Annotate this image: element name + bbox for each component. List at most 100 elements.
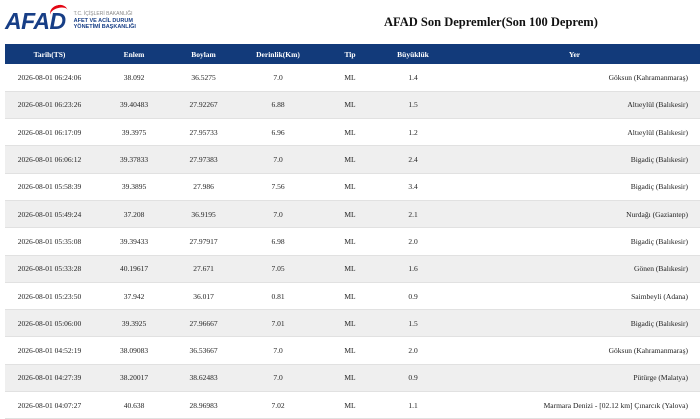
cell-location: Marmara Denizi - [02.12 km] Çınarcık (Ya…: [543, 400, 688, 410]
cell-type: ML: [344, 264, 356, 274]
cell-depth: 7.0: [273, 373, 283, 383]
table-row[interactable]: 2026-08-01 06:06:12 39.37833 27.97383 7.0 ML…: [5, 145, 700, 174]
cell-latitude: 39.37833: [119, 155, 149, 165]
cell-longitude: 27.986: [193, 182, 214, 192]
cell-magnitude: 1.6: [408, 264, 418, 274]
cell-longitude: 28.96983: [189, 400, 218, 410]
cell-location: Göksun (Kahramanmaraş): [608, 72, 688, 82]
column-header-latitude[interactable]: Enlem: [123, 49, 145, 59]
cell-type: ML: [344, 291, 356, 301]
cell-magnitude: 1.2: [408, 127, 418, 137]
afad-logo[interactable]: AFAD T.C. İÇİŞLERİ BAKANLIĞI AFET VE ACİ…: [5, 2, 136, 35]
cell-type: ML: [344, 318, 356, 328]
cell-latitude: 39.3895: [121, 182, 147, 192]
cell-magnitude: 2.1: [408, 209, 418, 219]
cell-longitude: 36.017: [193, 291, 214, 301]
cell-longitude: 27.97917: [189, 236, 218, 246]
cell-type: ML: [344, 127, 356, 137]
cell-type: ML: [344, 72, 356, 82]
cell-depth: 7.02: [271, 400, 285, 410]
cell-longitude: 38.62483: [189, 373, 218, 383]
cell-location: Gönen (Balıkesir): [634, 264, 688, 274]
cell-longitude: 27.95733: [189, 127, 218, 137]
cell-longitude: 36.53667: [189, 346, 218, 356]
cell-magnitude: 1.4: [408, 72, 418, 82]
cell-depth: 7.05: [271, 264, 285, 274]
column-header-depth[interactable]: Derinlik(Km): [256, 49, 300, 59]
cell-date: 2026-08-01 05:49:24: [17, 209, 82, 219]
table-row[interactable]: 2026-08-01 06:24:06 38.092 36.5275 7.0 ML 1.4…: [5, 64, 700, 92]
column-header-longitude[interactable]: Boylam: [191, 49, 216, 59]
cell-latitude: 38.092: [123, 72, 145, 82]
page-header: AFAD T.C. İÇİŞLERİ BAKANLIĞI AFET VE ACİ…: [0, 0, 700, 44]
page-title: AFAD Son Depremler(Son 100 Deprem): [384, 15, 598, 29]
cell-date: 2026-08-01 04:27:39: [17, 373, 82, 383]
logo-subtitle: T.C. İÇİŞLERİ BAKANLIĞI AFET VE ACİL DUR…: [74, 11, 136, 31]
table-row[interactable]: 2026-08-01 05:23:50 37.942 36.017 0.81 ML 0.9…: [5, 282, 700, 310]
cell-magnitude: 2.0: [408, 346, 418, 356]
column-header-type[interactable]: Tip: [344, 49, 356, 59]
cell-depth: 7.0: [273, 209, 283, 219]
cell-depth: 7.0: [273, 346, 283, 356]
cell-latitude: 39.40483: [119, 100, 149, 110]
table-row[interactable]: 2026-08-01 05:49:24 37.208 36.9195 7.0 ML 2.1…: [5, 200, 700, 228]
cell-type: ML: [344, 182, 356, 192]
table-row[interactable]: 2026-08-01 05:33:28 40.19617 27.671 7.05 ML 1…: [5, 255, 700, 283]
cell-date: 2026-08-01 06:17:09: [17, 127, 82, 137]
table-row[interactable]: 2026-08-01 04:52:19 38.09083 36.53667 7.0 ML…: [5, 337, 700, 365]
cell-type: ML: [344, 346, 356, 356]
cell-location: Göksun (Kahramanmaraş): [608, 346, 688, 356]
cell-date: 2026-08-01 05:23:50: [17, 291, 82, 301]
cell-magnitude: 1.5: [408, 318, 418, 328]
table-row[interactable]: 2026-08-01 06:23:26 39.40483 27.92267 6.88 M…: [5, 91, 700, 119]
cell-magnitude: 0.9: [408, 373, 418, 383]
cell-depth: 7.01: [271, 318, 285, 328]
cell-latitude: 39.3975: [121, 127, 147, 137]
cell-magnitude: 3.4: [408, 182, 418, 192]
cell-date: 2026-08-01 06:06:12: [17, 155, 82, 165]
column-header-magnitude[interactable]: Büyüklük: [397, 49, 429, 59]
cell-date: 2026-08-01 04:07:27: [17, 400, 82, 410]
cell-type: ML: [344, 155, 356, 165]
cell-date: 2026-08-01 05:35:08: [17, 236, 82, 246]
column-header-date[interactable]: Tarih(TS): [33, 49, 66, 59]
table-row[interactable]: 2026-08-01 05:58:39 39.3895 27.986 7.56 ML 3.…: [5, 173, 700, 201]
cell-type: ML: [344, 236, 356, 246]
cell-latitude: 37.942: [123, 291, 145, 301]
column-header-location[interactable]: Yer: [568, 49, 581, 59]
logo-wordmark: AFAD: [5, 7, 66, 34]
cell-location: Bigadiç (Balıkesir): [630, 236, 688, 246]
cell-location: Bigadiç (Balıkesir): [630, 155, 688, 165]
cell-longitude: 36.5275: [191, 72, 216, 82]
cell-latitude: 39.3925: [121, 318, 147, 328]
cell-longitude: 27.96667: [189, 318, 218, 328]
table-body: 2026-08-01 06:24:06 38.092 36.5275 7.0 ML 1.4…: [5, 64, 700, 419]
table-row[interactable]: 2026-08-01 04:27:39 38.20017 38.62483 7.0 ML…: [5, 364, 700, 392]
logo-ministry: T.C. İÇİŞLERİ BAKANLIĞI: [73, 11, 133, 18]
earthquake-table: Tarih(TS) Enlem Boylam Derinlik(Km) Tip …: [5, 44, 700, 419]
cell-date: 2026-08-01 06:24:06: [17, 72, 82, 82]
cell-depth: 7.0: [273, 155, 283, 165]
cell-latitude: 39.39433: [119, 236, 149, 246]
table-row[interactable]: 2026-08-01 04:07:27 40.638 28.96983 7.02 ML 1…: [5, 392, 700, 419]
cell-type: ML: [344, 209, 356, 219]
cell-magnitude: 2.4: [408, 155, 418, 165]
cell-location: Bigadiç (Balıkesir): [630, 318, 688, 328]
cell-date: 2026-08-01 06:23:26: [17, 100, 82, 110]
cell-longitude: 27.97383: [189, 155, 218, 165]
table-header-row: Tarih(TS) Enlem Boylam Derinlik(Km) Tip …: [5, 44, 700, 64]
cell-latitude: 40.19617: [119, 264, 149, 274]
cell-latitude: 40.638: [123, 400, 145, 410]
cell-depth: 7.56: [271, 182, 285, 192]
cell-latitude: 38.20017: [119, 373, 149, 383]
table-row[interactable]: 2026-08-01 05:06:00 39.3925 27.96667 7.01 ML…: [5, 309, 700, 337]
logo-swoosh-icon: [48, 2, 70, 23]
cell-location: Bigadiç (Balıkesir): [630, 182, 688, 192]
table-row[interactable]: 2026-08-01 05:35:08 39.39433 27.97917 6.98 M…: [5, 228, 700, 256]
table-row[interactable]: 2026-08-01 06:17:09 39.3975 27.95733 6.96 ML…: [5, 119, 700, 146]
cell-type: ML: [344, 400, 356, 410]
cell-longitude: 36.9195: [191, 209, 216, 219]
cell-location: Nurdağı (Gaziantep): [626, 209, 688, 219]
cell-longitude: 27.671: [193, 264, 214, 274]
cell-location: Pütürge (Malatya): [633, 373, 688, 383]
